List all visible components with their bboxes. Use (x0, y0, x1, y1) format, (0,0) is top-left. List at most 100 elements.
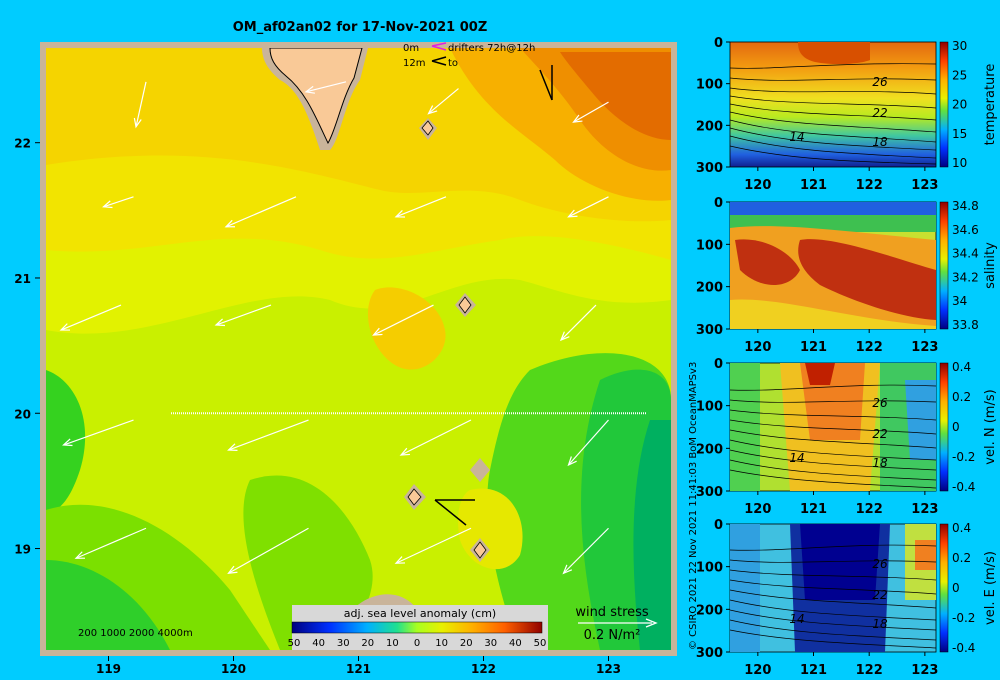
x-tick-label: 121 (346, 662, 371, 676)
current-vector (428, 88, 459, 115)
panel-x-tick-label: 122 (856, 340, 883, 355)
temperature-contours (729, 63, 937, 165)
panel-temperature: 26 22 18 14 (729, 41, 949, 168)
colorbar-tick-label: 10 (386, 638, 399, 649)
bathy-contour-labels: 200 1000 2000 4000m (78, 628, 193, 639)
panel-colorbar-tick-label: 0.2 (952, 551, 971, 565)
current-vector-head (227, 443, 238, 451)
panel-colorbar-tick-label: 34.8 (952, 199, 979, 213)
panel-colorbar-tick-label: 0.2 (952, 390, 971, 404)
panel-colorbar-tick-label: 25 (952, 68, 967, 82)
panel-x-tick-label: 123 (911, 178, 938, 193)
panel-y-tick-label: 100 (696, 238, 723, 253)
colorbar-tick-label: 0 (414, 638, 420, 649)
y-tick-label: 19 (14, 543, 31, 557)
panel-x-tick-label: 122 (856, 178, 883, 193)
current-vector-head (304, 85, 315, 94)
current-vector (228, 419, 309, 451)
panel-ylabel: temperature (983, 64, 998, 146)
colorbar-label: adj. sea level anomaly (cm) (344, 607, 496, 620)
colorbar-tick-label: 40 (509, 638, 522, 649)
contour-label: 18 (872, 135, 888, 149)
current-vector (60, 304, 122, 331)
panel-colorbar-tick-label: 0.4 (952, 521, 971, 535)
current-vector-head (567, 209, 578, 218)
current-vectors (59, 81, 609, 575)
current-vector-head (372, 327, 383, 336)
vel-e-colorbar (939, 523, 949, 653)
current-vector-head (562, 564, 573, 575)
current-vector-head (394, 556, 406, 564)
panel-colorbar-tick-label: 34.6 (952, 223, 979, 237)
current-vector (563, 527, 609, 574)
contour-label: 22 (872, 427, 887, 441)
panel-y-tick-label: 0 (714, 36, 723, 51)
current-vector-head (59, 323, 71, 331)
panel-y-tick-label: 300 (696, 646, 723, 661)
legend-depth-0m: 0m (403, 43, 419, 54)
panel-colorbar-tick-label: 20 (952, 98, 967, 112)
panel-colorbar-tick-label: 15 (952, 127, 967, 141)
current-vector (215, 304, 272, 326)
colorbar-tick-label: 30 (484, 638, 497, 649)
current-vector (135, 81, 147, 127)
colorbar-ticks: 50 40 30 20 10 0 10 20 30 40 50 (288, 638, 547, 649)
contour-label: 26 (872, 557, 888, 571)
panel-colorbar-tick-label: -0.2 (952, 611, 975, 625)
current-vector (305, 81, 347, 93)
panel-x-tick-label: 120 (744, 340, 771, 355)
panel-y-tick-label: 100 (696, 78, 723, 93)
current-vector (228, 527, 309, 574)
legend-depth-12m: 12m (403, 58, 425, 69)
current-vector-head (567, 456, 577, 467)
drifter-legend-icon (431, 42, 447, 51)
current-vector (395, 196, 447, 218)
current-vector (568, 196, 609, 218)
panel-x-tick-label: 121 (800, 663, 827, 678)
island-taiwan (269, 48, 363, 145)
panel-y-tick-label: 300 (696, 161, 723, 176)
panel-colorbar-tick-label: 10 (952, 156, 967, 170)
x-tick-label: 122 (471, 662, 496, 676)
y-tick-label: 20 (14, 407, 31, 421)
contour-label: 14 (789, 130, 804, 144)
panel-y-tick-label: 100 (696, 561, 723, 576)
panel-y-tick-label: 100 (696, 400, 723, 415)
current-vector (63, 419, 134, 446)
current-vector (395, 527, 472, 564)
panel-y-tick-label: 200 (696, 119, 723, 134)
x-tick-label: 120 (221, 662, 246, 676)
panel-ylabel: vel. N (m/s) (983, 389, 998, 464)
temperature-colorbar (939, 41, 949, 168)
section-panel-axes: 120 121 122 123 0 100 200 300 30 25 20 15 10 temperat… (696, 36, 998, 678)
colorbar (291, 621, 543, 634)
current-vector (103, 196, 134, 208)
panel-y-tick-label: 200 (696, 442, 723, 457)
current-vector-head (427, 105, 438, 115)
panel-y-tick-label: 300 (696, 323, 723, 338)
salinity-colorbar (939, 201, 949, 330)
x-tick-label: 119 (96, 662, 121, 676)
panel-colorbar-tick-label: 33.8 (952, 318, 979, 332)
contour-label: 14 (789, 451, 804, 465)
contour-label: 26 (872, 75, 888, 89)
current-vector-head (133, 117, 142, 129)
current-vector (560, 304, 597, 341)
main-map: 119 120 121 122 123 22 21 20 19 0m drifters 72h@… (14, 42, 677, 676)
current-vector (225, 196, 297, 228)
panel-x-tick-label: 123 (911, 663, 938, 678)
current-vector (573, 101, 609, 123)
panel-x-tick-label: 121 (800, 502, 827, 517)
current-vector-head (559, 331, 570, 342)
current-vector-head (214, 318, 226, 327)
panel-colorbar-tick-label: 34 (952, 294, 967, 308)
legend-drifters-text: drifters 72h@12h (448, 43, 535, 54)
vel-n-contours (729, 384, 937, 489)
panel-x-tick-label: 123 (911, 502, 938, 517)
panel-y-tick-label: 200 (696, 603, 723, 618)
colorbar-tick-label: 30 (337, 638, 350, 649)
panel-colorbar-tick-label: 0 (952, 420, 960, 434)
legend-to-text: to (448, 58, 458, 69)
current-vector (373, 304, 434, 336)
panel-ylabel: vel. E (m/s) (983, 551, 998, 625)
